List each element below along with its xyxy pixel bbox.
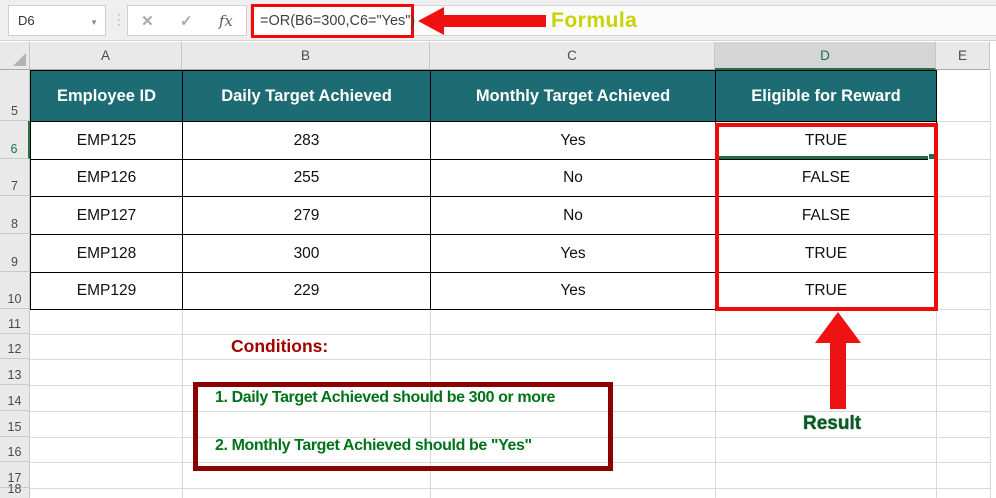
- formula-arrow-shaft: [442, 15, 546, 27]
- gridline: [30, 437, 990, 438]
- row-header-11[interactable]: 11: [0, 309, 30, 334]
- cell-b7[interactable]: 255: [183, 160, 431, 197]
- column-header-d[interactable]: D: [715, 42, 936, 70]
- condition-1-text: 1. Daily Target Achieved should be 300 o…: [215, 389, 555, 406]
- cell-a7[interactable]: EMP126: [31, 160, 183, 197]
- gridline: [990, 70, 991, 498]
- row-header-18[interactable]: 18: [0, 482, 30, 498]
- name-box-value: D6: [18, 13, 35, 28]
- formula-highlight-box: =OR(B6=300,C6="Yes"): [251, 4, 416, 38]
- formula-annotation-label: Formula: [551, 9, 638, 32]
- column-header-b[interactable]: B: [182, 42, 430, 70]
- cell-a8[interactable]: EMP127: [31, 197, 183, 235]
- row-header-7[interactable]: 7: [0, 159, 30, 196]
- row-header-15[interactable]: 15: [0, 411, 30, 437]
- row-header-8[interactable]: 8: [0, 196, 30, 234]
- enter-icon[interactable]: ✓: [179, 12, 193, 30]
- active-cell-border: [717, 156, 930, 159]
- result-annotation-label: Result: [803, 413, 862, 434]
- cell-d7[interactable]: FALSE: [716, 160, 937, 197]
- formula-bar-buttons: ✕ ✓ fx: [127, 5, 247, 36]
- select-all-button[interactable]: [0, 42, 30, 70]
- name-box[interactable]: D6 ▼: [8, 5, 106, 36]
- cancel-icon[interactable]: ✕: [141, 12, 154, 30]
- row-header-12[interactable]: 12: [0, 334, 30, 359]
- cell-d6[interactable]: TRUE: [716, 122, 937, 160]
- conditions-title: Conditions:: [231, 336, 329, 356]
- column-header-e[interactable]: E: [936, 42, 990, 70]
- cell-b9[interactable]: 300: [183, 235, 431, 273]
- cell-a9[interactable]: EMP128: [31, 235, 183, 273]
- data-table: Employee ID Daily Target Achieved Monthl…: [30, 70, 937, 310]
- cell-c6[interactable]: Yes: [431, 122, 716, 160]
- row-header-14[interactable]: 14: [0, 385, 30, 411]
- cell-b10[interactable]: 229: [183, 273, 431, 310]
- insert-function-icon[interactable]: fx: [218, 11, 233, 30]
- row-header-9[interactable]: 9: [0, 234, 30, 272]
- cell-c10[interactable]: Yes: [431, 273, 716, 310]
- row-header-5[interactable]: 5: [0, 70, 30, 121]
- cell-c8[interactable]: No: [431, 197, 716, 235]
- result-highlight-box: [715, 123, 938, 311]
- formula-bar: D6 ▼ ⋮ ✕ ✓ fx =OR(B6=300,C6="Yes") Formu…: [0, 0, 996, 41]
- row-header-17[interactable]: 17: [0, 462, 30, 488]
- formula-text: =OR(B6=300,C6="Yes"): [260, 13, 416, 29]
- separator-dots-icon: ⋮: [112, 11, 126, 27]
- cell-b6[interactable]: 283: [183, 122, 431, 160]
- cell-c9[interactable]: Yes: [431, 235, 716, 273]
- chevron-down-icon[interactable]: ▼: [90, 18, 98, 27]
- condition-2-text: 2. Monthly Target Achieved should be "Ye…: [215, 437, 532, 454]
- header-cell-daily-target[interactable]: Daily Target Achieved: [183, 71, 431, 122]
- header-cell-eligible-reward[interactable]: Eligible for Reward: [716, 71, 937, 122]
- header-cell-monthly-target[interactable]: Monthly Target Achieved: [431, 71, 716, 122]
- cell-d8[interactable]: FALSE: [716, 197, 937, 235]
- cell-c7[interactable]: No: [431, 160, 716, 197]
- conditions-box: [193, 382, 613, 471]
- column-header-c[interactable]: C: [430, 42, 715, 70]
- row-header-6[interactable]: 6: [0, 121, 30, 159]
- select-all-triangle-icon: [13, 53, 26, 66]
- header-cell-employee-id[interactable]: Employee ID: [31, 71, 183, 122]
- cell-b8[interactable]: 279: [183, 197, 431, 235]
- result-arrow-shaft: [830, 341, 846, 409]
- gridline: [30, 488, 990, 489]
- result-arrow-icon: [815, 312, 861, 343]
- gridline: [30, 334, 990, 335]
- row-header-16[interactable]: 16: [0, 437, 30, 462]
- gridline: [30, 411, 990, 412]
- row-header-13[interactable]: 13: [0, 359, 30, 385]
- cell-a10[interactable]: EMP129: [31, 273, 183, 310]
- gridline: [30, 359, 990, 360]
- column-header-a[interactable]: A: [30, 42, 182, 70]
- gridline: [30, 462, 990, 463]
- row-header-10[interactable]: 10: [0, 272, 30, 309]
- cell-a6[interactable]: EMP125: [31, 122, 183, 160]
- formula-arrow-icon: [418, 7, 444, 35]
